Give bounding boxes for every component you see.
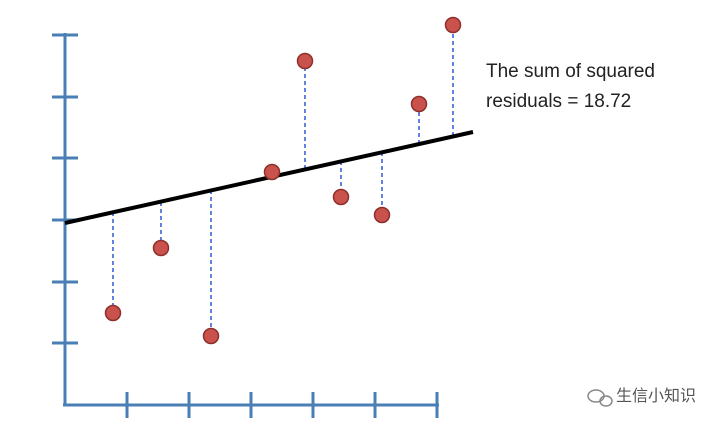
- point: [444, 16, 462, 34]
- point: [296, 52, 314, 70]
- point: [332, 188, 350, 206]
- watermark-icon: [587, 389, 613, 407]
- annotation: residuals = 18.72: [486, 91, 631, 112]
- point: [152, 239, 170, 257]
- icon: [587, 389, 605, 403]
- watermark: 生信小知识: [616, 387, 696, 405]
- icon: [599, 395, 613, 407]
- points: [104, 16, 462, 345]
- residuals: [112, 25, 454, 336]
- point: [104, 304, 122, 322]
- axes: [52, 33, 439, 418]
- point: [263, 163, 281, 181]
- point: [202, 327, 220, 345]
- point: [373, 206, 391, 224]
- point: [410, 95, 428, 113]
- annotation: The sum of squared: [486, 61, 655, 82]
